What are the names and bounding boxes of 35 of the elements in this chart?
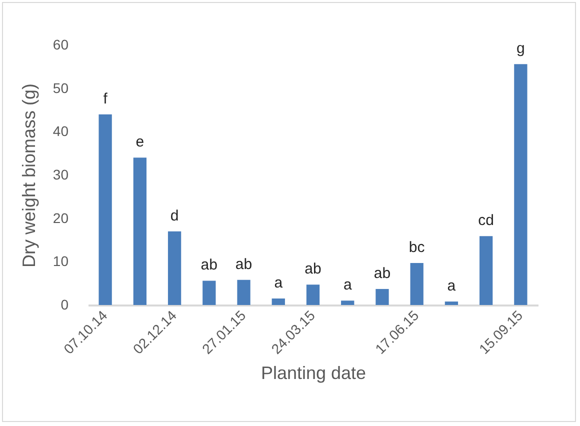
bar [168, 231, 182, 305]
y-tick-label: 50 [52, 80, 69, 96]
y-tick-label: 0 [60, 296, 69, 312]
y-tick-label: 20 [52, 210, 69, 226]
data-label: bc [408, 238, 426, 256]
data-label: f [103, 90, 108, 108]
data-label: cd [478, 212, 494, 230]
bar [202, 280, 216, 305]
y-tick-label: 30 [52, 166, 69, 182]
bar [133, 158, 146, 305]
data-label: g [516, 40, 525, 58]
data-label: ab [304, 260, 322, 278]
bar [480, 236, 493, 305]
y-tick-label: 60 [52, 36, 69, 52]
data-label: a [274, 274, 284, 292]
y-tick-label: 40 [52, 123, 69, 140]
data-label: d [170, 207, 179, 224]
bar [306, 284, 320, 305]
data-label: ab [235, 256, 252, 273]
bar [237, 280, 250, 305]
bar [341, 300, 354, 305]
bar [410, 262, 424, 305]
data-label: a [447, 278, 456, 295]
data-label: e [136, 134, 144, 151]
data-label: a [343, 276, 352, 294]
y-axis-title: Dry weight biomass (g) [18, 83, 39, 268]
bar [98, 114, 112, 305]
bar [376, 288, 389, 305]
x-axis-title: Planting date [260, 362, 366, 383]
bar [514, 64, 528, 305]
data-label: ab [374, 264, 391, 282]
data-label: ab [200, 256, 218, 274]
bar [272, 298, 285, 305]
y-tick-label: 10 [52, 253, 69, 270]
bar [444, 302, 458, 305]
